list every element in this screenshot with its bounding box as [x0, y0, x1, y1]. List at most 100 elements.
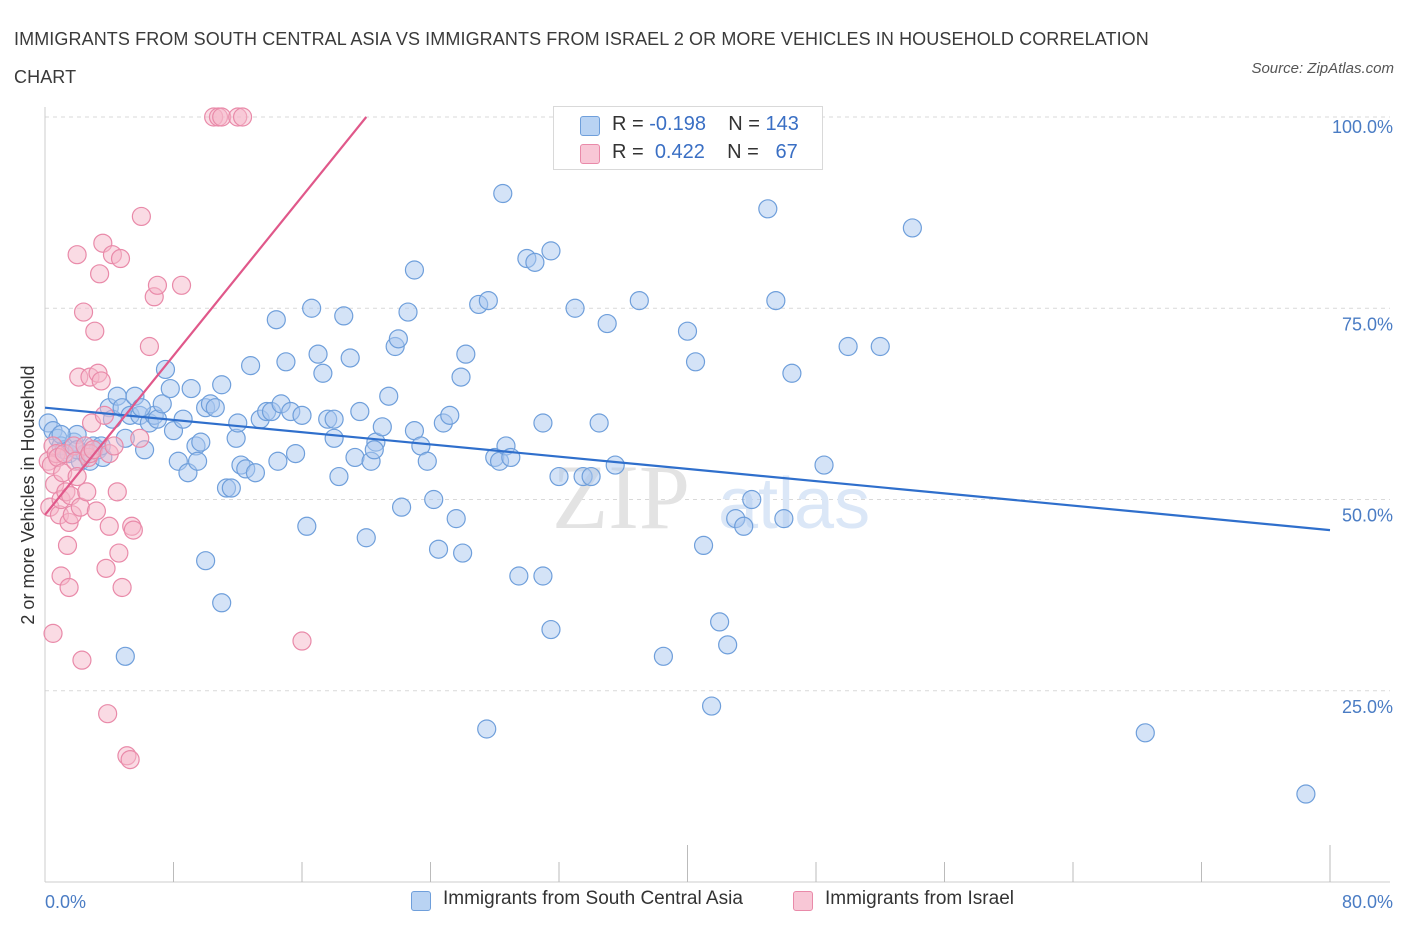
legend-swatch-pink — [580, 144, 600, 164]
data-point — [565, 298, 585, 318]
data-point — [212, 375, 232, 395]
data-point — [605, 455, 625, 475]
data-point — [123, 520, 143, 540]
data-point — [404, 260, 425, 280]
data-point — [710, 612, 730, 632]
legend-n-value: 67 — [775, 141, 798, 163]
data-point — [110, 248, 131, 269]
data-point — [597, 313, 617, 334]
data-point — [232, 107, 253, 127]
data-point — [334, 306, 354, 326]
data-point — [292, 405, 312, 425]
data-point — [533, 566, 553, 586]
data-point — [456, 344, 476, 364]
x-tick-label: 80.0% — [1342, 892, 1393, 912]
data-point — [109, 543, 129, 563]
data-point — [308, 344, 328, 364]
y-tick-label: 75.0% — [1342, 314, 1393, 334]
data-point — [160, 378, 180, 399]
data-point — [285, 444, 306, 464]
data-point — [241, 356, 261, 376]
data-point — [115, 646, 135, 666]
data-point — [364, 440, 384, 460]
data-point — [372, 417, 392, 437]
data-point — [297, 516, 317, 536]
axes — [44, 107, 1390, 883]
data-point — [67, 245, 87, 265]
data-point — [424, 489, 444, 510]
data-point — [302, 298, 322, 318]
legend-r-label: R = — [612, 141, 644, 163]
data-point — [104, 436, 124, 456]
data-point — [91, 371, 111, 391]
data-point — [629, 291, 649, 311]
data-point — [1296, 784, 1316, 804]
legend-n-label: N = — [728, 113, 760, 135]
data-point — [541, 241, 561, 261]
data-point — [653, 646, 674, 666]
data-point — [147, 275, 168, 295]
data-point — [139, 336, 160, 357]
data-point — [107, 482, 127, 502]
series-south-central-asia-points — [38, 183, 1316, 804]
data-point — [205, 398, 225, 418]
data-point — [181, 378, 201, 399]
data-point — [94, 405, 115, 425]
data-point — [493, 183, 513, 204]
data-point — [187, 451, 208, 471]
data-point — [549, 466, 569, 487]
data-point — [478, 291, 498, 311]
data-point — [509, 566, 529, 586]
data-point — [428, 539, 449, 559]
data-point — [451, 367, 471, 387]
trend-lines — [44, 116, 1331, 532]
legend-swatch-blue — [580, 116, 600, 136]
data-point — [221, 478, 241, 498]
data-point — [90, 264, 110, 284]
data-point — [57, 535, 78, 556]
data-point — [774, 509, 794, 529]
data-point — [77, 482, 97, 502]
data-point — [701, 696, 722, 716]
data-point — [155, 359, 176, 380]
data-point — [131, 398, 151, 418]
data-point — [131, 206, 151, 227]
data-point — [112, 577, 132, 598]
data-point — [324, 428, 344, 448]
data-point — [838, 336, 858, 357]
data-point — [870, 336, 890, 357]
data-point — [379, 386, 399, 406]
data-point — [329, 466, 349, 487]
data-point — [86, 501, 107, 521]
data-point — [693, 535, 714, 556]
chart-title: IMMIGRANTS FROM SOUTH CENTRAL ASIA VS IM… — [14, 29, 1149, 87]
legend-r-value: -0.198 — [649, 113, 706, 135]
data-point — [782, 363, 802, 383]
legend-label: Immigrants from Israel — [825, 888, 1014, 909]
data-point — [191, 432, 211, 452]
data-point — [417, 451, 437, 471]
data-point — [196, 551, 216, 571]
data-point — [388, 329, 408, 349]
data-point — [212, 107, 232, 127]
data-point — [398, 302, 418, 322]
y-tick-labels: 25.0% 50.0% 75.0% 100.0% — [1332, 117, 1393, 717]
y-axis-label: 2 or more Vehicles in Household — [18, 365, 38, 624]
data-point — [525, 252, 545, 272]
data-point — [356, 528, 376, 548]
data-point — [391, 497, 412, 517]
data-point — [96, 558, 116, 578]
data-point — [313, 363, 333, 383]
legend-r-label: R = — [612, 113, 644, 135]
data-point — [541, 619, 561, 640]
data-point — [85, 321, 105, 341]
y-tick-label: 25.0% — [1342, 697, 1393, 717]
data-point — [758, 199, 778, 219]
data-point — [685, 352, 706, 372]
data-point — [98, 704, 118, 724]
legend-r-value: 0.422 — [654, 141, 705, 163]
y-tick-label: 50.0% — [1342, 506, 1393, 526]
data-point — [677, 321, 698, 341]
data-point — [581, 466, 601, 487]
